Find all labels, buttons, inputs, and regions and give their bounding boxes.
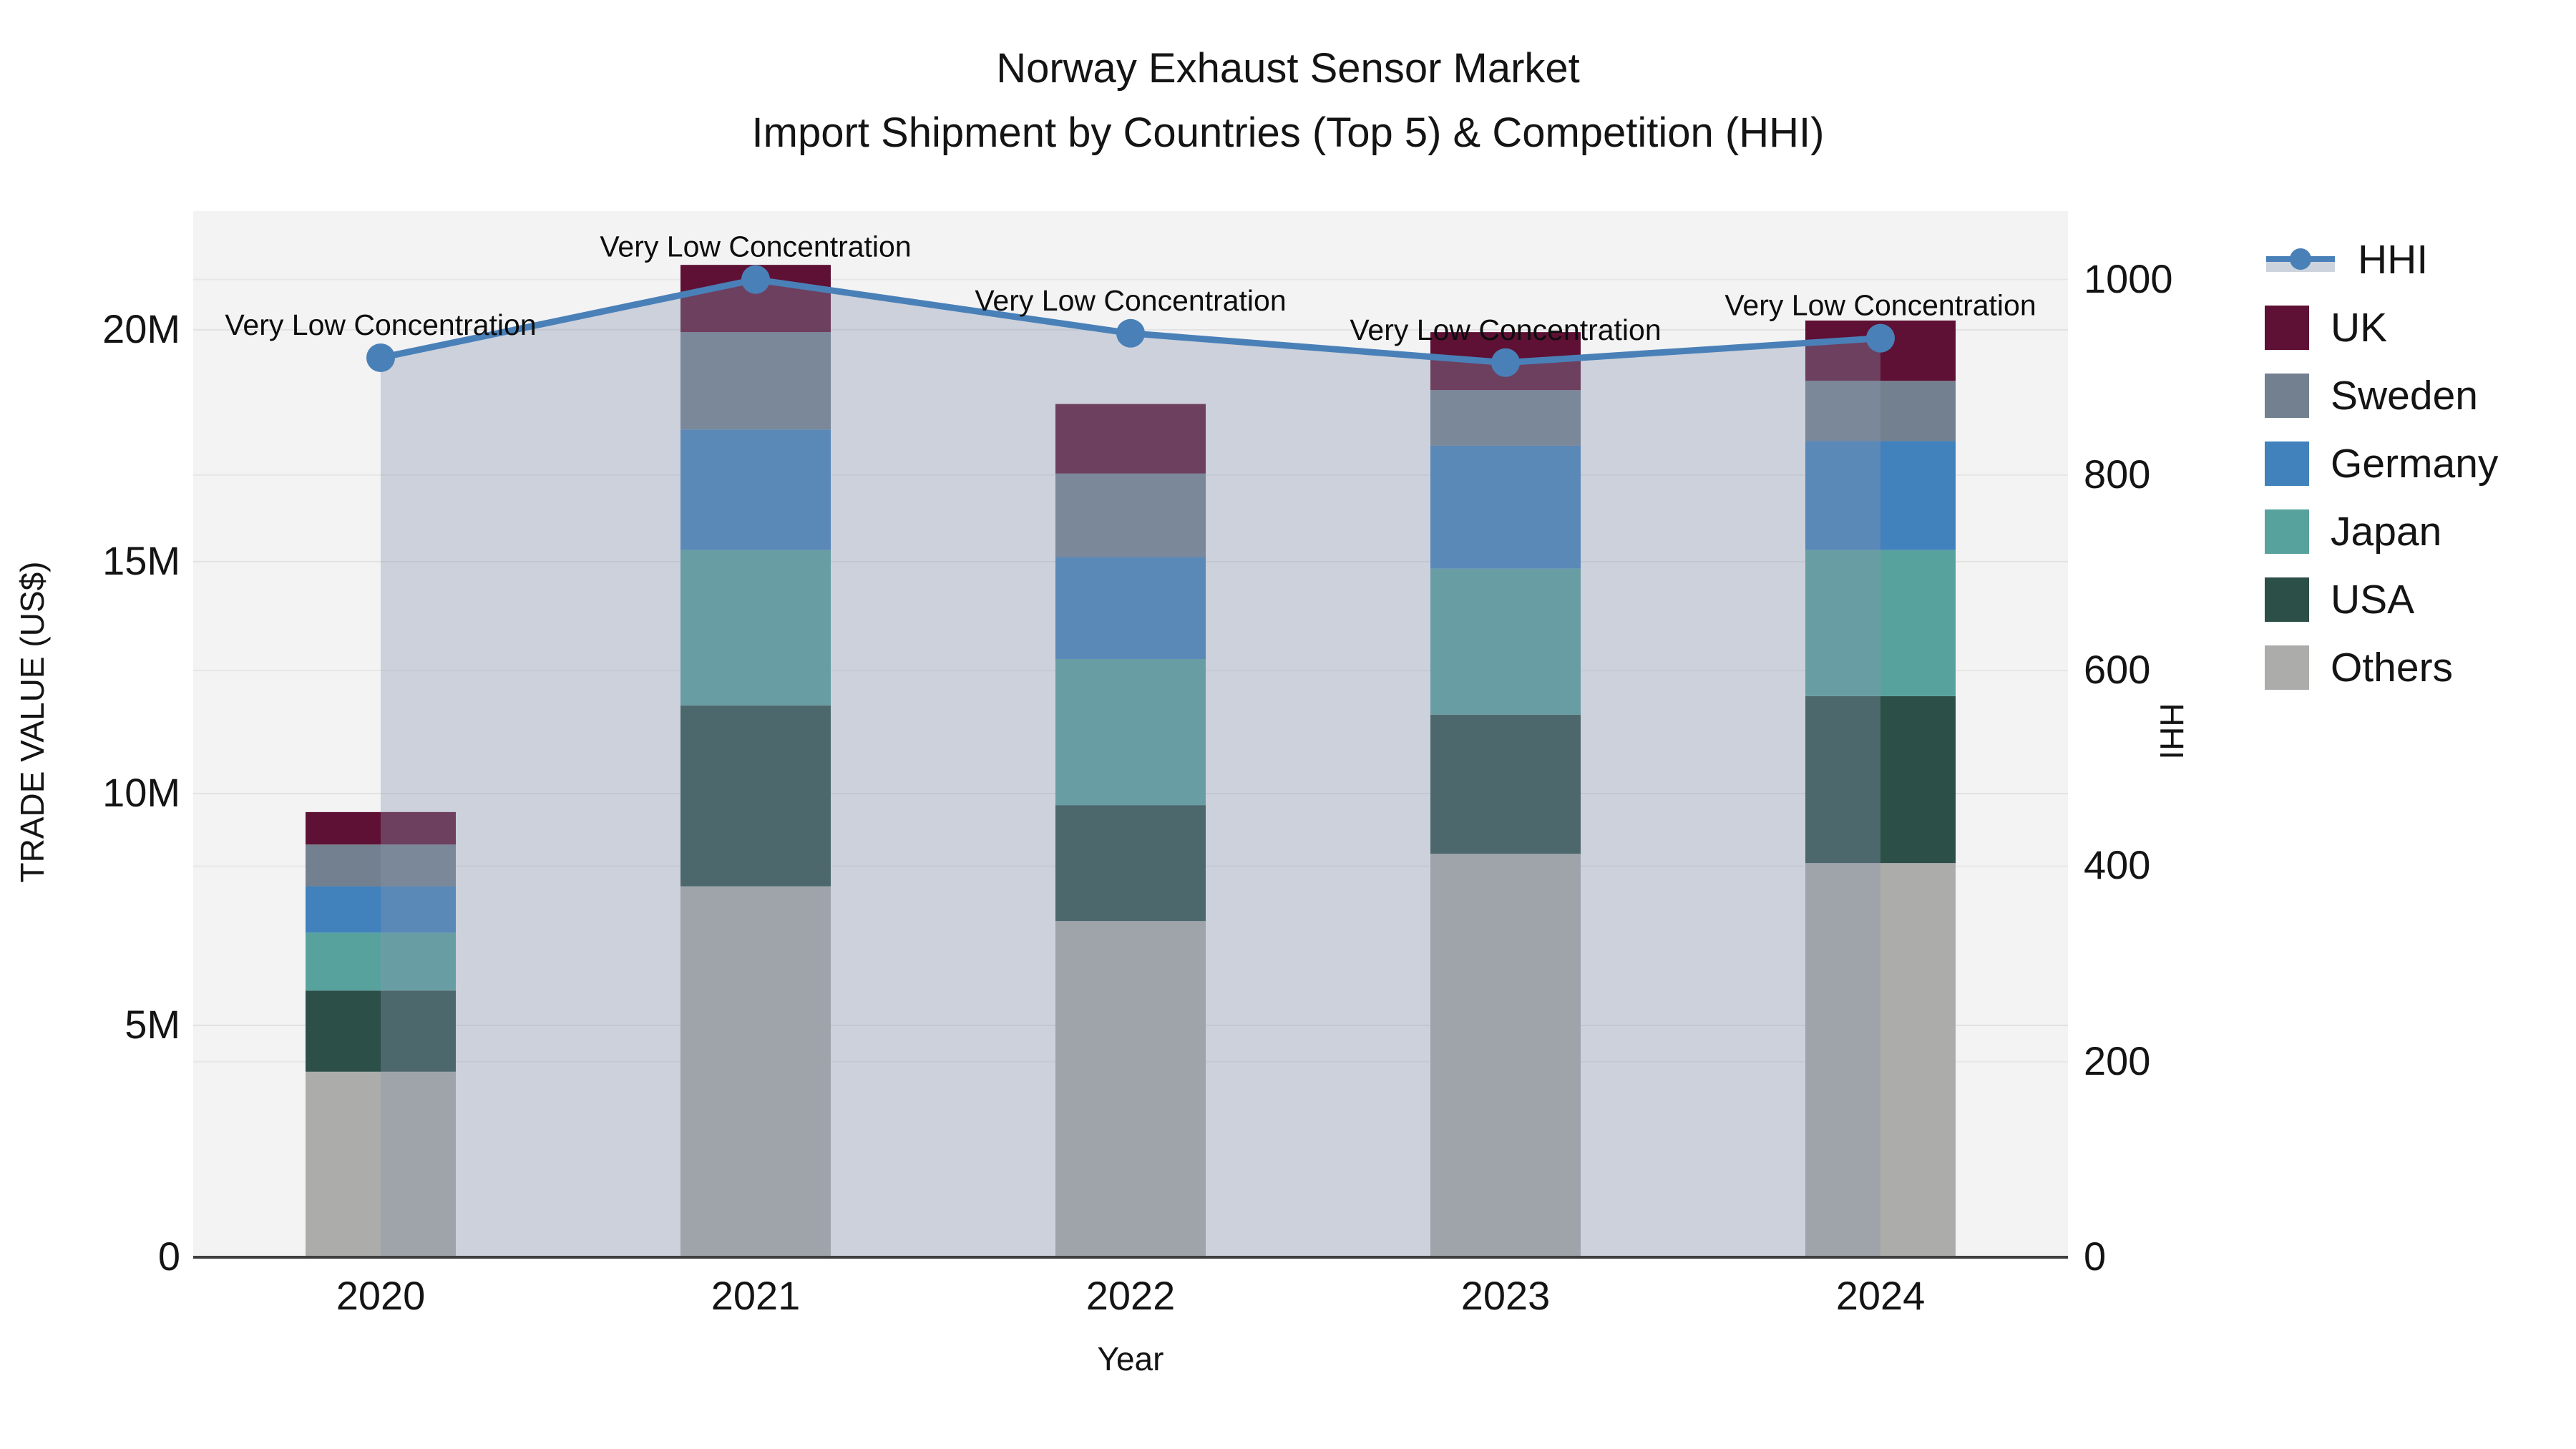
legend-item-uk[interactable]: UK	[2265, 306, 2498, 350]
legend-label-uk: UK	[2331, 305, 2388, 351]
chart-title-line1: Norway Exhaust Sensor Market	[996, 45, 1580, 92]
y-right-tick-200: 200	[2084, 1038, 2151, 1083]
y-left-tick-20M: 20M	[102, 306, 180, 351]
bar-segment-usa-2022[interactable]	[1055, 805, 1206, 922]
bar-segment-sweden-2023[interactable]	[1430, 390, 1581, 446]
y-right-tick-0: 0	[2084, 1234, 2107, 1279]
legend-item-others[interactable]: Others	[2265, 645, 2498, 690]
legend-item-japan[interactable]: Japan	[2265, 509, 2498, 554]
y-left-tick-5M: 5M	[125, 1001, 180, 1047]
bar-segment-japan-2021[interactable]	[680, 550, 831, 706]
x-tick-2021: 2021	[711, 1273, 801, 1318]
y-left-tick-0: 0	[157, 1234, 180, 1279]
bar-segment-usa-2024[interactable]	[1805, 696, 1956, 864]
bar-segment-japan-2022[interactable]	[1055, 659, 1206, 806]
legend-swatch-japan	[2265, 509, 2309, 554]
bar-segment-others-2020[interactable]	[306, 1071, 456, 1257]
annotation-2020: Very Low Concentration	[225, 308, 536, 341]
legend-item-sweden[interactable]: Sweden	[2265, 374, 2498, 418]
bar-segment-japan-2024[interactable]	[1805, 550, 1956, 696]
bar-segment-uk-2022[interactable]	[1055, 404, 1206, 474]
annotation-2022: Very Low Concentration	[975, 284, 1286, 317]
legend-swatch-usa	[2265, 577, 2309, 622]
x-tick-2020: 2020	[336, 1273, 426, 1318]
x-tick-2024: 2024	[1835, 1273, 1926, 1318]
legend-item-usa[interactable]: USA	[2265, 577, 2498, 622]
bar-segment-germany-2024[interactable]	[1805, 441, 1956, 550]
legend-swatch-others	[2265, 645, 2309, 690]
legend-item-germany[interactable]: Germany	[2265, 441, 2498, 486]
legend-label-japan: Japan	[2331, 509, 2442, 555]
bar-segment-usa-2021[interactable]	[680, 705, 831, 887]
legend-label-hhi: HHI	[2358, 237, 2429, 283]
annotation-2024: Very Low Concentration	[1724, 289, 2036, 322]
hhi-area-fill	[381, 279, 1880, 1257]
bar-segment-germany-2022[interactable]	[1055, 557, 1206, 660]
legend: HHI UK Sweden Germany Japan USA Others	[2265, 238, 2498, 690]
bar-segment-japan-2023[interactable]	[1430, 568, 1581, 715]
legend-swatch-uk	[2265, 306, 2309, 350]
y-right-tick-800: 800	[2084, 451, 2151, 497]
legend-swatch-hhi-line-icon	[2266, 248, 2335, 272]
bar-segment-sweden-2020[interactable]	[306, 844, 456, 887]
y-right-axis-title: HHI	[2153, 703, 2190, 760]
annotation-2023: Very Low Concentration	[1350, 313, 1661, 346]
hhi-marker-2024[interactable]	[1866, 323, 1895, 353]
hhi-marker-2021[interactable]	[741, 265, 770, 294]
bar-segment-germany-2020[interactable]	[306, 886, 456, 933]
bar-segment-uk-2020[interactable]	[306, 811, 456, 845]
legend-item-hhi[interactable]: HHI	[2265, 238, 2498, 282]
legend-swatch-sweden	[2265, 374, 2309, 418]
y-right-tick-600: 600	[2084, 647, 2151, 693]
y-right-tick-1000: 1000	[2084, 255, 2173, 301]
legend-label-germany: Germany	[2331, 441, 2499, 487]
bar-segment-sweden-2021[interactable]	[680, 332, 831, 430]
bar-segment-usa-2023[interactable]	[1430, 714, 1581, 854]
legend-label-sweden: Sweden	[2331, 373, 2478, 419]
legend-label-usa: USA	[2331, 577, 2415, 623]
legend-label-others: Others	[2331, 645, 2454, 691]
bar-segment-others-2023[interactable]	[1430, 854, 1581, 1257]
bar-segment-others-2022[interactable]	[1055, 921, 1206, 1257]
bar-segment-sweden-2024[interactable]	[1805, 381, 1956, 441]
y-right-tick-400: 400	[2084, 842, 2151, 888]
bar-segment-others-2021[interactable]	[680, 886, 831, 1257]
y-left-axis-title: TRADE VALUE (US$)	[14, 561, 51, 883]
x-tick-2023: 2023	[1460, 1273, 1551, 1318]
bar-segment-germany-2021[interactable]	[680, 429, 831, 550]
bar-segment-usa-2020[interactable]	[306, 990, 456, 1072]
chart-title-line2: Import Shipment by Countries (Top 5) & C…	[751, 109, 1825, 156]
x-tick-2022: 2022	[1085, 1273, 1176, 1318]
bar-segment-japan-2020[interactable]	[306, 932, 456, 991]
bar-segment-sweden-2022[interactable]	[1055, 473, 1206, 557]
hhi-marker-2022[interactable]	[1116, 318, 1145, 348]
hhi-marker-2020[interactable]	[366, 343, 395, 372]
x-axis-title: Year	[1097, 1340, 1164, 1377]
legend-swatch-germany	[2265, 441, 2309, 486]
hhi-marker-2023[interactable]	[1491, 348, 1520, 377]
annotation-2021: Very Low Concentration	[600, 230, 911, 263]
bar-segment-others-2024[interactable]	[1805, 863, 1956, 1257]
bar-segment-germany-2023[interactable]	[1430, 445, 1581, 569]
y-left-tick-10M: 10M	[102, 769, 180, 815]
y-left-tick-15M: 15M	[102, 537, 180, 583]
